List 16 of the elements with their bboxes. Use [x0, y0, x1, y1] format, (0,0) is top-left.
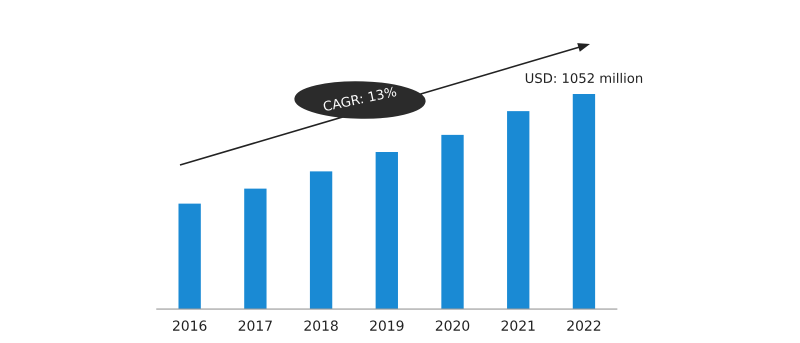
x-tick-label: 2020 — [436, 320, 470, 331]
bar — [244, 188, 267, 310]
bar — [310, 171, 332, 310]
x-tick-label: 2021 — [502, 320, 535, 331]
x-tick-label: 2016 — [173, 320, 206, 331]
bar — [441, 134, 464, 310]
x-tick-label: 2017 — [238, 320, 272, 331]
bar — [178, 204, 201, 310]
annotation: USD: 1052 million — [526, 72, 642, 84]
bar — [507, 111, 530, 310]
bar — [376, 152, 398, 310]
annotation: CAGR: 13% — [322, 86, 397, 112]
bar — [572, 94, 596, 310]
x-tick-label: 2019 — [370, 320, 404, 331]
x-tick-label: 2022 — [567, 320, 600, 331]
x-tick-label: 2018 — [304, 320, 338, 331]
